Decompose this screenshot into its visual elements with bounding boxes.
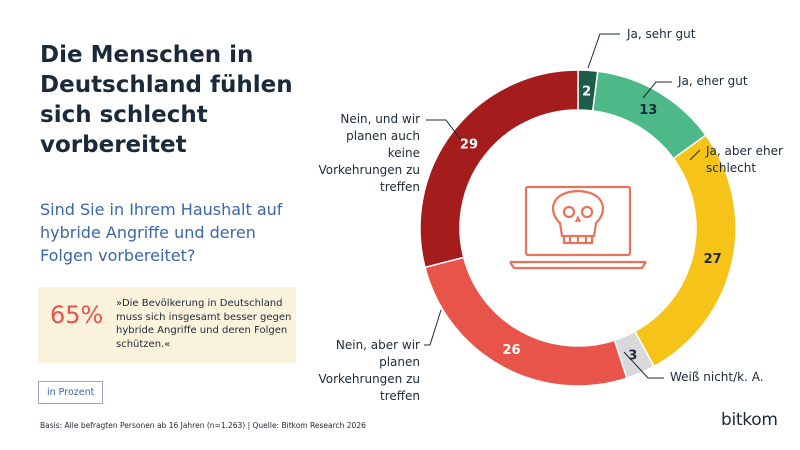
value-label: 2 [582, 84, 591, 99]
leader-line [642, 81, 672, 99]
unit-note: in Prozent [38, 381, 104, 404]
category-label: Ja, aber eher schlecht [706, 144, 783, 175]
category-label: Nein, und wir planen auch keine Vorkehru… [318, 112, 420, 194]
leader-line [623, 351, 664, 379]
logo: bitkom [721, 410, 778, 430]
value-label: 26 [502, 343, 520, 358]
icon [509, 185, 647, 270]
title: Die Menschen in Deutschland fühlen sich … [40, 42, 293, 158]
category-label: Nein, aber wir planen Vorkehrungen zu tr… [318, 338, 420, 403]
footer: Basis: Alle befragten Personen ab 16 Jah… [40, 421, 366, 430]
subtitle: Sind Sie in Ihrem Haushalt auf hybride A… [40, 200, 283, 265]
category-label: Ja, eher gut [678, 74, 748, 88]
leader-line [426, 119, 462, 141]
category-label: Ja, sehr gut [627, 27, 696, 41]
value-label: 29 [460, 137, 478, 152]
leader-line [689, 149, 701, 161]
value-label: 27 [704, 252, 722, 267]
category-label: Weiß nicht/k. A. [670, 370, 764, 384]
leader-line [587, 33, 620, 69]
callout-figure: 65% [50, 301, 104, 329]
value-label: 13 [639, 103, 657, 118]
leader-line [424, 309, 442, 346]
callout-box: 65% »Die Bevölkerung in Deutschland muss… [38, 287, 296, 363]
value-label: 3 [628, 349, 637, 364]
donut-segment [424, 256, 628, 387]
callout-text: »Die Bevölkerung in Deutschland muss sic… [116, 298, 292, 350]
donut-segment [419, 69, 579, 269]
